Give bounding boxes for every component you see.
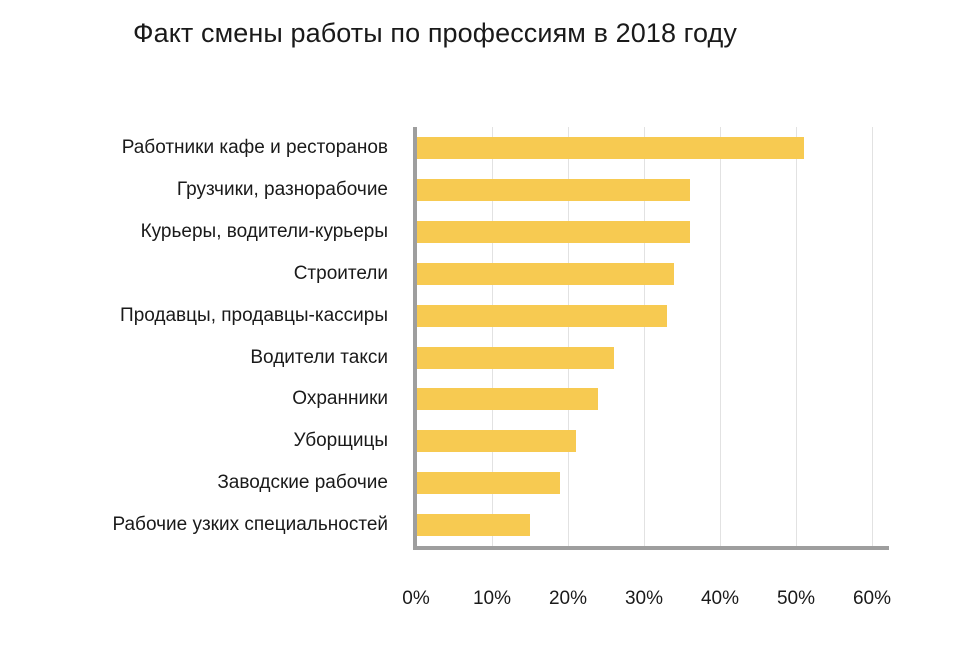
category-label: Курьеры, водители-курьеры bbox=[140, 220, 388, 242]
bar-row bbox=[416, 504, 872, 546]
x-axis-tick-labels: 0% 10% 20% 30% 40% 50% 60% bbox=[0, 588, 956, 618]
gridline-50pct bbox=[796, 127, 797, 546]
category-label: Продавцы, продавцы-кассиры bbox=[120, 304, 388, 326]
category-label: Уборщицы bbox=[293, 430, 388, 452]
category-label: Водители такси bbox=[250, 346, 388, 368]
category-label: Строители bbox=[293, 262, 388, 284]
bar-row bbox=[416, 127, 872, 169]
category-label: Заводские рабочие bbox=[217, 472, 388, 494]
bar[interactable] bbox=[416, 388, 599, 411]
bar[interactable] bbox=[416, 262, 675, 285]
x-axis-line bbox=[413, 546, 889, 550]
bar[interactable] bbox=[416, 304, 667, 327]
category-label: Работники кафе и ресторанов bbox=[121, 137, 388, 158]
x-tick-label: 60% bbox=[852, 588, 892, 609]
category-axis: Работники кафе и ресторанов Грузчики, раз… bbox=[0, 127, 400, 546]
bar-row bbox=[416, 337, 872, 379]
bar-row bbox=[416, 169, 872, 211]
category-label: Рабочие узких специальностей bbox=[112, 514, 388, 536]
bar[interactable] bbox=[416, 137, 804, 159]
x-tick-label: 30% bbox=[624, 588, 664, 609]
gridline-20pct bbox=[568, 127, 569, 546]
plot-area bbox=[416, 127, 873, 546]
bar-row bbox=[416, 253, 872, 295]
bar-row bbox=[416, 378, 872, 420]
gridline-10pct bbox=[492, 127, 493, 546]
category-label: Грузчики, разнорабочие bbox=[176, 178, 388, 200]
x-tick-label: 0% bbox=[402, 588, 430, 609]
bar-row bbox=[416, 211, 872, 253]
chart-title: Факт смены работы по профессиям в 2018 г… bbox=[132, 18, 738, 48]
bar[interactable] bbox=[416, 472, 561, 495]
x-tick-label: 50% bbox=[776, 588, 816, 609]
bar[interactable] bbox=[416, 178, 690, 201]
x-tick-label: 10% bbox=[472, 588, 512, 609]
x-tick-label: 40% bbox=[700, 588, 740, 609]
bar-row bbox=[416, 295, 872, 337]
bar[interactable] bbox=[416, 514, 530, 537]
category-label: Охранники bbox=[292, 388, 388, 410]
bar[interactable] bbox=[416, 220, 690, 243]
gridline-60pct bbox=[872, 127, 873, 546]
bar[interactable] bbox=[416, 346, 614, 369]
bar-row bbox=[416, 420, 872, 462]
gridline-40pct bbox=[720, 127, 721, 546]
x-tick-label: 20% bbox=[548, 588, 588, 609]
bar[interactable] bbox=[416, 430, 576, 453]
gridline-30pct bbox=[644, 127, 645, 546]
bar-row bbox=[416, 462, 872, 504]
y-axis-line bbox=[413, 127, 417, 546]
